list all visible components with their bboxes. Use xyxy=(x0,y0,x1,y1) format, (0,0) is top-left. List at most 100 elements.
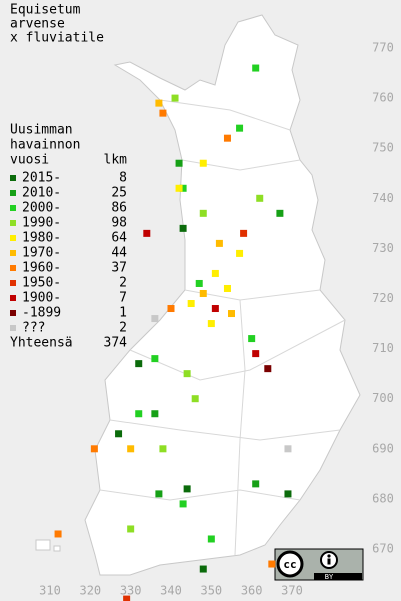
legend-swatch xyxy=(10,205,16,211)
observation-square xyxy=(135,410,143,418)
by-label: BY xyxy=(325,573,334,581)
observation-square xyxy=(183,485,191,493)
observation-square xyxy=(252,64,260,72)
observation-square xyxy=(191,395,199,403)
x-tick-label: 340 xyxy=(160,584,182,598)
total-count: 374 xyxy=(104,336,128,351)
observation-square xyxy=(199,159,207,167)
total-label: Yhteensä xyxy=(10,336,73,351)
observation-square xyxy=(207,535,215,543)
legend-label: 2000- xyxy=(22,201,61,216)
legend-count: 64 xyxy=(111,231,127,246)
observation-square xyxy=(276,209,284,217)
observation-square xyxy=(223,284,231,292)
observation-square xyxy=(268,560,276,568)
legend-label: 1900- xyxy=(22,291,61,306)
observation-square xyxy=(135,360,143,368)
legend-count: 44 xyxy=(111,246,127,261)
legend-label: 1970- xyxy=(22,246,61,261)
legend-label: 1960- xyxy=(22,261,61,276)
y-tick-label: 750 xyxy=(372,141,394,155)
cc-label: cc xyxy=(283,558,296,571)
legend-swatch xyxy=(10,295,16,301)
observation-square xyxy=(199,289,207,297)
y-tick-label: 770 xyxy=(372,41,394,55)
legend-count: 2 xyxy=(119,276,127,291)
observation-square xyxy=(159,109,167,117)
observation-square xyxy=(127,525,135,533)
observation-square xyxy=(159,445,167,453)
observation-square xyxy=(127,445,135,453)
y-tick-label: 690 xyxy=(372,441,394,455)
legend-label: 1980- xyxy=(22,231,61,246)
x-tick-label: 360 xyxy=(241,584,263,598)
legend-swatch xyxy=(10,280,16,286)
observation-square xyxy=(199,565,207,573)
legend-swatch xyxy=(10,175,16,181)
legend-count: 98 xyxy=(111,216,127,231)
observation-square xyxy=(264,365,272,373)
count-header: lkm xyxy=(104,153,128,168)
legend-swatch xyxy=(10,190,16,196)
title-line: arvense xyxy=(10,17,65,32)
y-tick-label: 740 xyxy=(372,191,394,205)
region-borders xyxy=(99,99,346,556)
y-tick-label: 730 xyxy=(372,241,394,255)
observation-square xyxy=(223,134,231,142)
observation-square xyxy=(199,209,207,217)
x-tick-label: 310 xyxy=(39,584,61,598)
x-tick-label: 370 xyxy=(281,584,303,598)
legend-title-line: havainnon xyxy=(10,138,80,153)
legend-swatch xyxy=(10,325,16,331)
legend-label: 1950- xyxy=(22,276,61,291)
legend-count: 2 xyxy=(119,321,127,336)
observation-square xyxy=(187,300,195,308)
legend-count: 25 xyxy=(111,186,127,201)
x-tick-label: 350 xyxy=(200,584,222,598)
finland-outline xyxy=(84,14,361,576)
y-tick-label: 710 xyxy=(372,341,394,355)
y-tick-label: 700 xyxy=(372,391,394,405)
observation-square xyxy=(90,445,98,453)
observation-square xyxy=(195,279,203,287)
legend-swatch xyxy=(10,310,16,316)
y-tick-label: 670 xyxy=(372,542,394,556)
x-tick-label: 320 xyxy=(79,584,101,598)
cc-badge: cc BY xyxy=(274,548,364,581)
observation-square xyxy=(175,159,183,167)
observation-square xyxy=(179,500,187,508)
observation-square xyxy=(183,370,191,378)
observation-square xyxy=(54,530,62,538)
title-line: Equisetum xyxy=(10,3,81,18)
observation-square xyxy=(236,249,244,257)
legend-title-line: Uusimman xyxy=(10,123,73,138)
observation-square xyxy=(151,410,159,418)
observation-square xyxy=(179,184,187,192)
observation-square xyxy=(252,350,260,358)
observation-square xyxy=(151,315,159,323)
observation-square xyxy=(175,184,183,192)
observation-square xyxy=(143,229,151,237)
observation-square xyxy=(211,269,219,277)
title-line: x fluviatile xyxy=(10,31,104,46)
legend-label: ??? xyxy=(22,321,45,336)
observation-square xyxy=(248,335,256,343)
observation-square xyxy=(171,94,179,102)
observation-square xyxy=(252,480,260,488)
y-tick-label: 760 xyxy=(372,91,394,105)
observation-square xyxy=(228,310,235,318)
legend-swatch xyxy=(10,235,16,241)
legend-count: 37 xyxy=(111,261,127,276)
legend-label: -1899 xyxy=(22,306,61,321)
observation-square xyxy=(256,194,264,202)
legend-swatch xyxy=(10,250,16,256)
observation-square xyxy=(115,430,123,438)
observation-square xyxy=(284,490,292,498)
observation-square xyxy=(240,229,248,237)
observation-square xyxy=(167,305,175,313)
observation-square xyxy=(215,239,223,247)
legend-count: 7 xyxy=(119,291,127,306)
legend-swatch xyxy=(10,220,16,226)
x-tick-label: 330 xyxy=(120,584,142,598)
observation-square xyxy=(211,305,219,313)
